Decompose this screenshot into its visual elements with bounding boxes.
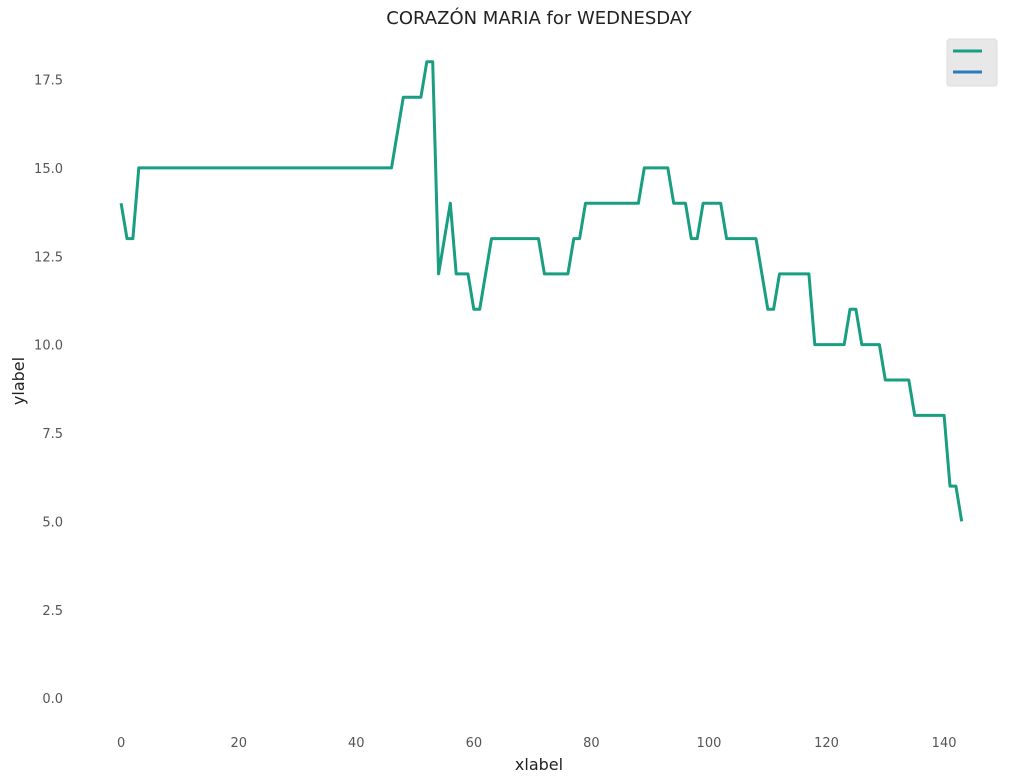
x-tick-label: 100 <box>697 736 722 751</box>
y-tick-label: 7.5 <box>42 427 63 442</box>
y-tick-label: 0.0 <box>42 692 63 707</box>
legend <box>946 38 998 87</box>
x-tick-label: 80 <box>583 736 600 751</box>
y-axis-ticks: 0.0 2.5 5.0 7.5 10.0 12.5 15.0 17.5 <box>34 73 63 707</box>
series-line-1 <box>119 60 964 522</box>
y-tick-label: 5.0 <box>42 515 63 530</box>
chart-title: CORAZÓN MARIA for WEDNESDAY <box>386 7 692 29</box>
x-axis-label: xlabel <box>515 755 563 774</box>
x-axis-ticks: 0 20 40 60 80 100 120 140 <box>117 736 957 751</box>
x-tick-label: 0 <box>117 736 125 751</box>
y-tick-label: 15.0 <box>34 162 63 177</box>
y-axis-label: ylabel <box>9 357 28 405</box>
y-tick-label: 12.5 <box>34 250 63 265</box>
series-layer <box>119 60 964 522</box>
x-tick-label: 140 <box>932 736 957 751</box>
x-tick-label: 20 <box>230 736 247 751</box>
y-tick-label: 10.0 <box>34 339 63 354</box>
y-tick-label: 2.5 <box>42 604 63 619</box>
legend-box <box>946 38 998 87</box>
x-tick-label: 40 <box>348 736 365 751</box>
x-tick-label: 120 <box>814 736 839 751</box>
x-tick-label: 60 <box>466 736 483 751</box>
y-tick-label: 17.5 <box>34 73 63 88</box>
